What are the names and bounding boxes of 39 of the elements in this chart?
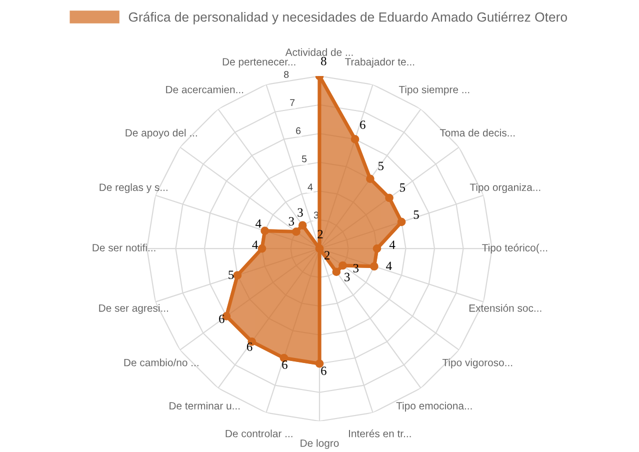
spoke-label: De apoyo del ... [126, 128, 197, 139]
spoke-label: De logro [300, 439, 339, 449]
data-label: 5 [378, 162, 384, 170]
spoke-label: Tipo emociona... [396, 402, 472, 412]
spoke-label: De cambio/no ... [124, 358, 198, 366]
data-label: 6 [321, 366, 326, 376]
data-label: 5 [228, 270, 234, 280]
spoke-label: Tipo teórico(... [482, 244, 548, 254]
spoke-label: Tipo siempre ... [398, 86, 470, 96]
spoke-label: De reglas y s... [100, 183, 168, 194]
spoke-label: De pertenecer... [222, 58, 296, 68]
data-label: 6 [219, 314, 224, 324]
spoke-label: Actividad de ... [285, 48, 353, 56]
spoke-label: Tipo vigoroso... [442, 358, 512, 368]
spoke-label: Toma de decis... [440, 128, 515, 137]
spoke-label: De ser notifi... [92, 244, 156, 252]
data-label: 3 [344, 272, 350, 282]
spoke-label: Extensión soc... [469, 304, 542, 312]
data-label: 8 [321, 56, 326, 66]
data-label: 6 [246, 342, 252, 351]
data-label: 2 [324, 251, 330, 260]
data-label: 6 [282, 360, 288, 369]
data-label: 4 [256, 219, 262, 228]
spoke-label: De acercamien... [166, 86, 244, 94]
legend-label: Gráfica de personalidad y necesidades de Eduardo Amado Gutiérrez Otero [128, 12, 567, 24]
data-label: 5 [400, 183, 406, 192]
spoke-label: De terminar u... [170, 402, 240, 410]
data-label: 4 [386, 262, 392, 270]
spoke-label: De controlar ... [226, 430, 292, 438]
spoke-label: Interés en tr... [349, 430, 411, 438]
data-label: 5 [414, 210, 419, 219]
data-label: 6 [360, 120, 366, 129]
y-tick-label: 7 [290, 99, 295, 106]
spoke-label: De ser agresi... [99, 304, 168, 314]
data-label: 4 [252, 240, 258, 249]
spoke-label: Tipo organiza... [470, 183, 540, 194]
data-label: 2 [318, 230, 323, 238]
data-label: 4 [389, 240, 396, 249]
spoke-label: Trabajador te... [345, 58, 414, 68]
